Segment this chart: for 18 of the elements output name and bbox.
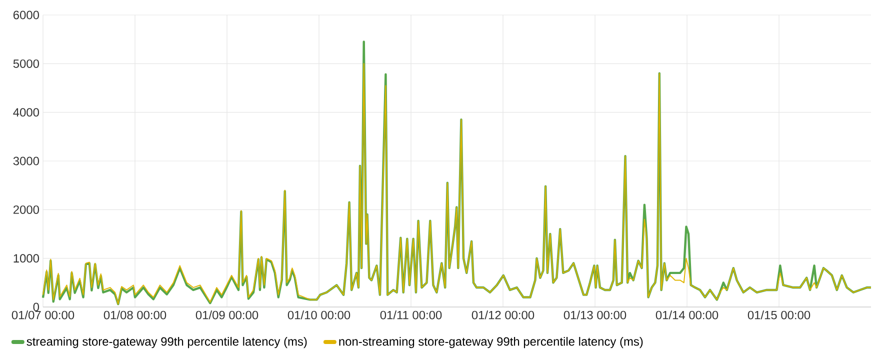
x-tick-label: 01/12 00:00 [472, 310, 534, 320]
legend-label: non-streaming store-gateway 99th percentile latency (ms) [339, 336, 643, 348]
y-tick-label: 2000 [13, 205, 40, 214]
x-tick-label: 01/09 00:00 [196, 310, 258, 320]
x-tick-label: 01/08 00:00 [104, 310, 166, 320]
y-tick-label: 0 [33, 302, 40, 312]
x-tick-label: 01/10 00:00 [288, 310, 350, 320]
x-tick-label: 01/11 00:00 [380, 310, 442, 320]
y-tick-label: 4000 [13, 108, 40, 117]
y-tick-label: 1000 [14, 254, 40, 263]
legend-label: streaming store-gateway 99th percentile latency (ms) [26, 336, 307, 348]
x-tick-label: 01/13 00:00 [564, 310, 626, 320]
x-tick-label: 01/15 00:00 [748, 310, 810, 320]
y-tick-label: 5000 [13, 59, 40, 68]
y-tick-label: 3000 [13, 156, 40, 166]
x-tick-label: 01/14 00:00 [656, 310, 718, 320]
x-tick-label: 01/07 00:00 [12, 310, 74, 320]
y-tick-label: 6000 [13, 10, 40, 20]
